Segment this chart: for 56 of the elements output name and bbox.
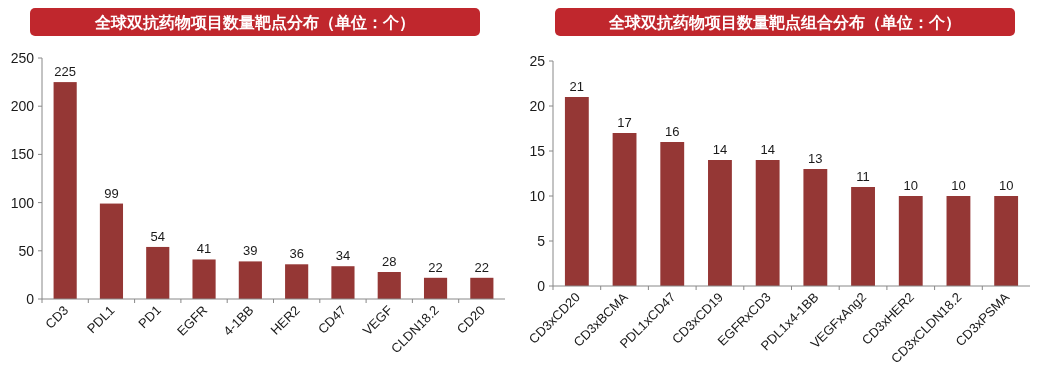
- y-tick-label: 200: [10, 98, 35, 115]
- data-label: 54: [150, 228, 165, 244]
- bar: [331, 266, 355, 299]
- bar: [238, 261, 262, 299]
- data-label: 10: [903, 178, 918, 193]
- data-label: 36: [289, 246, 304, 262]
- bar: [803, 169, 828, 286]
- bar: [660, 142, 685, 286]
- bar: [898, 196, 923, 286]
- bar: [53, 82, 77, 299]
- data-label: 14: [712, 142, 728, 157]
- bar: [285, 264, 309, 299]
- data-label: 22: [474, 259, 490, 275]
- data-label: 41: [196, 241, 212, 257]
- y-tick-label: 250: [10, 50, 35, 66]
- bar: [851, 187, 875, 286]
- chart-title: 全球双抗药物项目数量靶点组合分布（单位：个）: [608, 14, 961, 32]
- data-label: 21: [569, 79, 585, 94]
- data-label: 14: [760, 142, 775, 157]
- y-tick-label: 15: [529, 143, 546, 159]
- bar: [377, 272, 401, 299]
- bar: [994, 196, 1019, 286]
- data-label: 39: [243, 243, 258, 259]
- y-tick-label: 20: [529, 98, 546, 114]
- y-tick-label: 0: [537, 278, 546, 294]
- data-label: 22: [428, 259, 443, 275]
- y-tick-label: 5: [537, 233, 546, 249]
- bar: [99, 203, 124, 299]
- data-label: 34: [335, 248, 351, 264]
- data-label: 99: [104, 185, 119, 201]
- y-tick-label: 100: [10, 194, 35, 211]
- bar: [564, 97, 589, 286]
- data-label: 11: [856, 169, 870, 184]
- data-label: 17: [617, 115, 632, 130]
- data-label: 28: [382, 254, 397, 270]
- data-label: 10: [951, 178, 966, 193]
- x-tick-label: PD1: [135, 302, 164, 332]
- data-label: 10: [998, 178, 1014, 193]
- y-tick-label: 25: [529, 53, 546, 69]
- bar: [755, 160, 780, 286]
- data-label: 13: [808, 151, 823, 166]
- bar: [146, 246, 170, 299]
- data-label: 225: [54, 64, 76, 80]
- y-tick-label: 150: [10, 146, 35, 163]
- bar: [192, 259, 216, 299]
- y-tick-label: 50: [18, 242, 35, 259]
- data-label: 16: [665, 124, 680, 139]
- x-tick-label: CD3: [42, 302, 72, 332]
- chart-title: 全球双抗药物项目数量靶点分布（单位：个）: [94, 14, 415, 32]
- bar: [423, 277, 448, 299]
- y-tick-label: 10: [529, 188, 546, 204]
- bar: [470, 277, 494, 299]
- bar: [946, 196, 971, 286]
- bar: [708, 160, 732, 286]
- y-tick-label: 0: [26, 291, 35, 307]
- bar: [612, 133, 637, 286]
